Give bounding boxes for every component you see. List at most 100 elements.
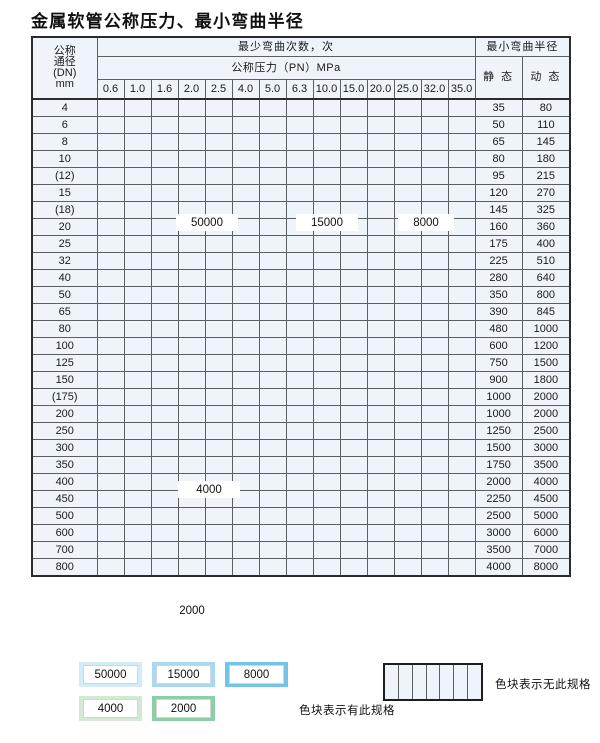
- spec-cell-filled: [204, 422, 233, 440]
- spec-cell-filled: [231, 388, 260, 406]
- table-row: 800 4000 8000: [31, 558, 571, 577]
- radius-static-cell: 1750: [474, 456, 523, 474]
- spec-cell-filled: [96, 456, 125, 474]
- spec-cell-empty: [366, 320, 395, 338]
- spec-cell-filled: [150, 558, 179, 577]
- spec-cell-filled: [204, 269, 233, 287]
- spec-cell-empty: [420, 473, 449, 491]
- radius-dynamic-cell: 110: [521, 116, 571, 134]
- spec-cell-empty: [420, 456, 449, 474]
- spec-cell-filled: [123, 507, 152, 525]
- spec-cell-filled: [96, 524, 125, 542]
- spec-cell-filled: [96, 201, 125, 219]
- dn-value-cell: 300: [31, 439, 98, 457]
- spec-cell-filled: [150, 184, 179, 202]
- spec-cell-filled: [123, 201, 152, 219]
- spec-cell-empty: [258, 422, 287, 440]
- header-row-pn: 公称压力（PN）MPa 静 态 动 态: [32, 56, 571, 100]
- spec-cell-filled: [312, 184, 341, 202]
- radius-static-header: 静 态: [474, 56, 523, 100]
- dn-header-line3: (DN): [53, 67, 77, 79]
- dn-value-cell: 800: [31, 558, 98, 577]
- radius-static-cell: 1500: [474, 439, 523, 457]
- legend-swatch: 50000: [79, 662, 142, 687]
- spec-cell-empty: [339, 320, 368, 338]
- spec-cell-empty: [177, 541, 206, 559]
- pressure-column-header: 6.3: [285, 79, 314, 100]
- table-body: 4 35 80 6 50 110 8 65 145 10 80 180 (12) 95 215 15 120 27…: [31, 98, 571, 577]
- spec-cell-filled: [150, 320, 179, 338]
- radius-dynamic-cell: 510: [521, 252, 571, 270]
- spec-cell-filled: [150, 218, 179, 236]
- spec-cell-filled: [204, 150, 233, 168]
- radius-static-cell: 50: [474, 116, 523, 134]
- spec-cell-filled: [177, 252, 206, 270]
- legend-swatch-label: 4000: [83, 699, 138, 718]
- spec-cell-empty: [447, 490, 476, 508]
- pressure-column-header: 4.0: [231, 79, 260, 100]
- spec-cell-filled: [123, 286, 152, 304]
- dn-value-cell: 10: [31, 150, 98, 168]
- bend-radius-header: 最小弯曲半径: [474, 36, 571, 57]
- spec-cell-filled: [339, 167, 368, 185]
- spec-cell-empty: [447, 456, 476, 474]
- dn-value-cell: 80: [31, 320, 98, 338]
- radius-static-cell: 1250: [474, 422, 523, 440]
- spec-cell-filled: [123, 235, 152, 253]
- spec-cell-empty: [447, 337, 476, 355]
- radius-dynamic-header: 动 态: [521, 56, 571, 100]
- legend-note-has-spec: 色块表示有此规格: [299, 705, 395, 717]
- spec-cell-filled: [231, 133, 260, 151]
- spec-cell-filled: [231, 439, 260, 457]
- radius-dynamic-cell: 270: [521, 184, 571, 202]
- spec-cell-filled: [177, 235, 206, 253]
- spec-cell-filled: [96, 320, 125, 338]
- table-row: 200 1000 2000: [31, 405, 571, 423]
- spec-cell-filled: [177, 303, 206, 321]
- spec-cell-empty: [312, 439, 341, 457]
- spec-cell-filled: [96, 303, 125, 321]
- radius-dynamic-cell: 2000: [521, 405, 571, 423]
- spec-cell-empty: [312, 541, 341, 559]
- spec-cell-empty: [447, 558, 476, 577]
- spec-cell-filled: [177, 286, 206, 304]
- radius-static-cell: 95: [474, 167, 523, 185]
- spec-cell-empty: [447, 167, 476, 185]
- spec-cell-filled: [177, 133, 206, 151]
- table-row: 150 900 1800: [31, 371, 571, 389]
- spec-cell-empty: [258, 473, 287, 491]
- dn-value-cell: 6: [31, 116, 98, 134]
- spec-cell-empty: [258, 524, 287, 542]
- spec-cell-filled: [231, 98, 260, 117]
- dn-value-cell: 40: [31, 269, 98, 287]
- table-row: 600 3000 6000: [31, 524, 571, 542]
- spec-cell-filled: [393, 98, 422, 117]
- spec-cell-filled: [258, 167, 287, 185]
- table-row: 25 175 400: [31, 235, 571, 253]
- radius-dynamic-cell: 4500: [521, 490, 571, 508]
- spec-cell-filled: [150, 439, 179, 457]
- spec-cell-filled: [177, 184, 206, 202]
- spec-cell-empty: [258, 490, 287, 508]
- legend-swatch-label: 2000: [156, 699, 211, 718]
- radius-dynamic-cell: 8000: [521, 558, 571, 577]
- radius-dynamic-cell: 845: [521, 303, 571, 321]
- spec-cell-filled: [123, 98, 152, 117]
- spec-cell-empty: [312, 558, 341, 577]
- dn-value-cell: 450: [31, 490, 98, 508]
- spec-cell-filled: [96, 388, 125, 406]
- spec-cell-filled: [150, 116, 179, 134]
- spec-cell-empty: [366, 524, 395, 542]
- table-row: 350 1750 3500: [31, 456, 571, 474]
- spec-cell-empty: [420, 252, 449, 270]
- spec-cell-filled: [231, 405, 260, 423]
- spec-cell-filled: [258, 320, 287, 338]
- spec-cell-empty: [393, 541, 422, 559]
- spec-cell-filled: [177, 354, 206, 372]
- dn-value-cell: (12): [31, 167, 98, 185]
- spec-cell-filled: [204, 98, 233, 117]
- spec-cell-empty: [312, 303, 341, 321]
- spec-cell-empty: [366, 388, 395, 406]
- spec-cell-empty: [393, 337, 422, 355]
- spec-cell-filled: [150, 337, 179, 355]
